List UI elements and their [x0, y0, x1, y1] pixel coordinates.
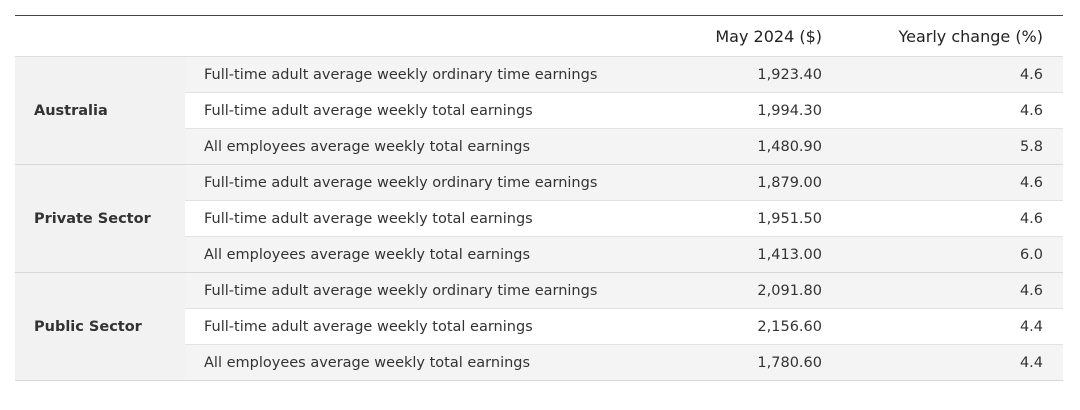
- row-label: All employees average weekly total earni…: [185, 236, 640, 273]
- table-row: Full-time adult average weekly total ear…: [15, 92, 1063, 129]
- row-label: All employees average weekly total earni…: [185, 344, 640, 381]
- change-cell: 4.4: [842, 308, 1063, 345]
- change-cell: 4.6: [842, 56, 1063, 93]
- amount-cell: 1,780.60: [640, 344, 842, 381]
- change-cell: 4.6: [842, 200, 1063, 237]
- amount-cell: 1,923.40: [640, 56, 842, 93]
- group-label: Public Sector: [15, 272, 185, 381]
- change-cell: 6.0: [842, 236, 1063, 273]
- header-row: May 2024 ($) Yearly change (%): [15, 15, 1063, 57]
- header-cell: [15, 15, 185, 57]
- amount-cell: 1,994.30: [640, 92, 842, 129]
- change-cell: 4.4: [842, 344, 1063, 381]
- amount-cell: 1,413.00: [640, 236, 842, 273]
- amount-cell: 1,480.90: [640, 128, 842, 165]
- table-row: Public Sector Full-time adult average wee…: [15, 272, 1063, 381]
- row-label: Full-time adult average weekly ordinary …: [185, 56, 640, 93]
- group-label: Australia: [15, 56, 185, 165]
- row-label: Full-time adult average weekly total ear…: [185, 200, 640, 237]
- row-label: Full-time adult average weekly total ear…: [185, 308, 640, 345]
- change-cell: 4.6: [842, 164, 1063, 201]
- header-cell: May 2024 ($): [640, 15, 842, 57]
- table-row: Australia Full-time adult average weekly …: [15, 56, 1063, 165]
- amount-cell: 2,156.60: [640, 308, 842, 345]
- group-label: Private Sector: [15, 164, 185, 273]
- table-body: Australia Full-time adult average weekly …: [15, 56, 1063, 381]
- earnings-table: May 2024 ($) Yearly change (%) Australia…: [15, 15, 1063, 381]
- header-cell: Yearly change (%): [842, 15, 1063, 57]
- row-label: Full-time adult average weekly total ear…: [185, 92, 640, 129]
- row-label: All employees average weekly total earni…: [185, 128, 640, 165]
- amount-cell: 1,951.50: [640, 200, 842, 237]
- change-cell: 5.8: [842, 128, 1063, 165]
- amount-cell: 2,091.80: [640, 272, 842, 309]
- table-row: All employees average weekly total earni…: [15, 344, 1063, 381]
- table-row: Private Sector Full-time adult average we…: [15, 164, 1063, 273]
- row-label: Full-time adult average weekly ordinary …: [185, 164, 640, 201]
- change-cell: 4.6: [842, 272, 1063, 309]
- header-cell: [185, 15, 640, 57]
- table-row: Full-time adult average weekly total ear…: [15, 308, 1063, 345]
- change-cell: 4.6: [842, 92, 1063, 129]
- row-label: Full-time adult average weekly ordinary …: [185, 272, 640, 309]
- table-row: All employees average weekly total earni…: [15, 128, 1063, 165]
- table-row: All employees average weekly total earni…: [15, 236, 1063, 273]
- amount-cell: 1,879.00: [640, 164, 842, 201]
- table-row: Full-time adult average weekly total ear…: [15, 200, 1063, 237]
